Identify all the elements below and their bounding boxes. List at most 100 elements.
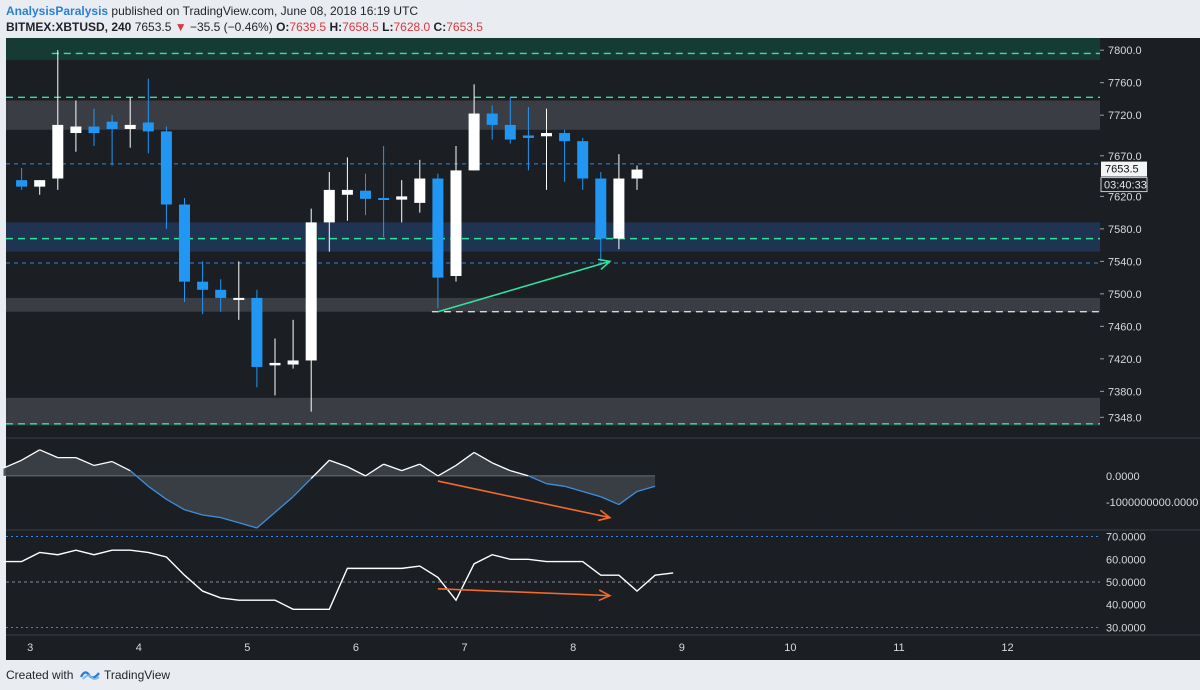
price-tick-label: 7580.0 (1108, 224, 1142, 236)
trend-arrow-head-green (597, 258, 612, 271)
divergence-arrow-head-orange (598, 589, 612, 602)
candle-body (559, 133, 571, 142)
zone-gray (6, 397, 1100, 426)
candle-body (396, 196, 408, 200)
candle-body (341, 189, 353, 195)
time-tick-label: 8 (570, 642, 576, 654)
zone-blue (6, 222, 1100, 252)
candle-body (522, 135, 534, 138)
oscillator1-line-segment (147, 485, 167, 500)
oscillator1-line-segment (618, 490, 638, 506)
candle-body (323, 189, 335, 223)
divergence-arrow-orange (437, 480, 611, 519)
candle-body (142, 122, 154, 132)
oscillator1-tick-label: -1000000000.0000 (1106, 497, 1198, 509)
oscillator1-line-segment (202, 514, 221, 519)
oscillator2-tick-label: 40.0000 (1106, 600, 1146, 612)
symbol-line: BITMEX:XBTUSD, 240 7653.5 ▼ −35.5 (−0.46… (6, 20, 483, 34)
candle-body (179, 204, 190, 282)
time-tick-label: 4 (136, 642, 142, 654)
close-label: C: (433, 20, 447, 34)
tradingview-logo-icon (80, 671, 100, 680)
created-with-label: Created with (6, 668, 74, 682)
price-tick-label: 7800.0 (1108, 45, 1142, 57)
oscillator1-line-segment (528, 475, 547, 485)
oscillator1-line-segment (184, 509, 203, 516)
candle-body (215, 289, 227, 298)
oscillator2-tick-label: 30.0000 (1106, 622, 1146, 634)
chart-background (6, 38, 1200, 660)
price-change: −35.5 (−0.46%) (189, 20, 273, 34)
price-tick-label: 7720.0 (1108, 110, 1142, 122)
current-price-label: 7653.5 (1105, 164, 1139, 176)
price-tick-label: 7670.0 (1108, 151, 1142, 163)
zone-gray (6, 100, 1100, 130)
oscillator1-line-segment (401, 463, 421, 472)
author-link[interactable]: AnalysisParalysis (6, 4, 109, 18)
time-tick-label: 10 (784, 642, 796, 654)
time-tick-label: 3 (27, 642, 33, 654)
candle-body (432, 178, 444, 278)
time-tick-label: 9 (679, 642, 685, 654)
oscillator1-line-segment (636, 485, 656, 493)
oscillator1-line-segment (329, 459, 348, 468)
candle-body (541, 133, 552, 137)
candle-body (305, 222, 317, 361)
price-axis-background (1100, 38, 1194, 660)
oscillator1-line-segment (546, 483, 565, 487)
oscillator1-line-segment (600, 496, 620, 506)
oscillator1-line-segment (39, 449, 59, 459)
divergence-arrow-orange (437, 588, 610, 597)
oscillator2-tick-label: 50.0000 (1106, 577, 1146, 589)
candle-body (631, 169, 643, 179)
oscillator1-line-segment (274, 496, 294, 513)
countdown-label: 03:40:33 (1104, 180, 1147, 192)
time-tick-label: 12 (1001, 642, 1013, 654)
chart-canvas[interactable]: 7800.07760.07720.07670.07620.07580.07540… (0, 38, 1200, 660)
price-tick-label: 7540.0 (1108, 256, 1142, 268)
close-value: 7653.5 (446, 20, 483, 34)
oscillator1-line-segment (437, 464, 457, 477)
oscillator1-line-segment (510, 470, 529, 477)
symbol-label[interactable]: BITMEX:XBTUSD, 240 (6, 20, 132, 34)
open-value: 7639.5 (289, 20, 327, 34)
chart-header: AnalysisParalysis published on TradingVi… (0, 0, 1200, 38)
candle-body (504, 124, 516, 140)
oscillator1-line-segment (347, 466, 366, 477)
candle-body (450, 170, 462, 276)
oscillator1-line-segment (491, 462, 511, 472)
candle-body (468, 113, 480, 171)
oscillator2-line (3, 549, 674, 610)
high-value: 7658.5 (342, 20, 379, 34)
price-tick-label: 7620.0 (1108, 191, 1142, 203)
time-tick-label: 11 (893, 642, 904, 654)
oscillator1-line-segment (365, 463, 384, 477)
low-value: 7628.0 (393, 20, 431, 34)
price-tick-label: 7348.0 (1108, 412, 1142, 424)
low-label: L: (382, 20, 394, 34)
oscillator1-line-segment (166, 498, 185, 511)
zone-green (6, 38, 1100, 60)
oscillator1-line-segment (383, 463, 402, 472)
candle-body (124, 124, 136, 129)
candle-body (16, 180, 28, 187)
candle-body (251, 297, 263, 367)
oscillator1-line-segment (256, 511, 276, 529)
candle-body (378, 198, 390, 201)
oscillator2-tick-label: 70.0000 (1106, 532, 1146, 544)
tradingview-brand[interactable]: TradingView (104, 668, 171, 682)
oscillator1-line-segment (292, 478, 312, 498)
publish-line: AnalysisParalysis published on TradingVi… (6, 4, 418, 18)
candle-body (613, 178, 625, 239)
candle-body (52, 124, 64, 179)
candle-body (70, 126, 82, 134)
last-price: 7653.5 (134, 20, 172, 34)
current-price-tag (1101, 161, 1147, 177)
candle-body (34, 180, 46, 187)
trend-arrow-green (437, 260, 611, 313)
candle-body (360, 190, 371, 199)
candle-body (577, 141, 589, 179)
oscillator1-line-segment (220, 516, 239, 524)
high-label: H: (329, 20, 343, 34)
oscillator1-line-segment (419, 463, 439, 477)
